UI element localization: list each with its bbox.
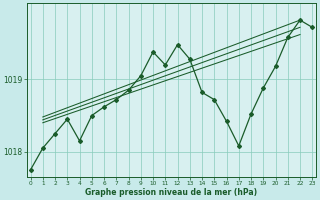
X-axis label: Graphe pression niveau de la mer (hPa): Graphe pression niveau de la mer (hPa) xyxy=(85,188,258,197)
